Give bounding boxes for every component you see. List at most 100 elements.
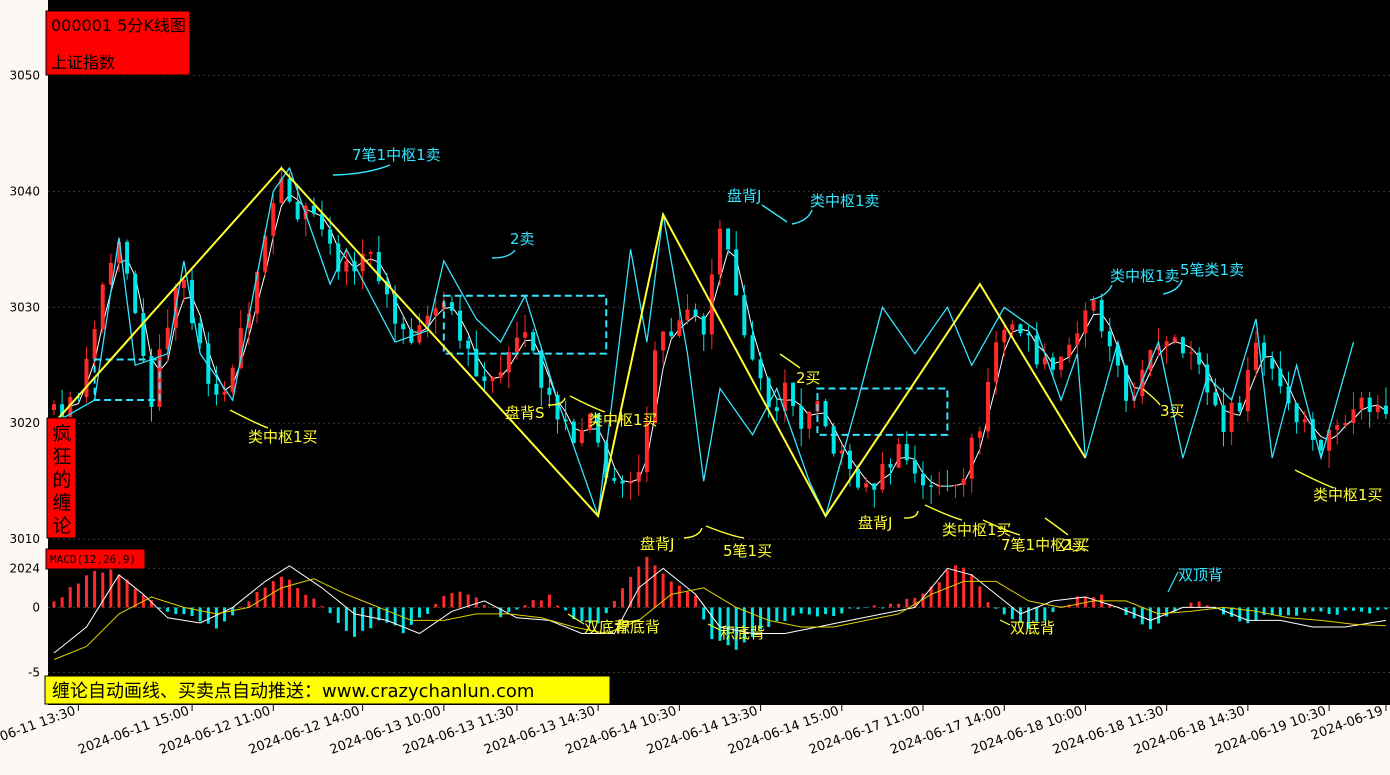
annotation-arrow	[705, 525, 745, 539]
candle-body	[945, 485, 950, 487]
candle-body	[206, 343, 211, 384]
annotation-arrow	[491, 249, 516, 259]
candle-body	[1164, 341, 1169, 347]
candle-body	[449, 302, 454, 311]
candle-body	[287, 178, 292, 202]
candle-body	[888, 464, 893, 468]
candle-body	[1010, 324, 1015, 330]
candle-body	[498, 372, 503, 378]
annotation-arrow	[982, 519, 1021, 536]
macd-y-tick-label: 2024	[9, 561, 40, 575]
candle-body	[1091, 299, 1096, 311]
candle-body	[1018, 324, 1023, 334]
y-tick-label: 3040	[9, 184, 40, 198]
candle-body	[1221, 405, 1226, 432]
candle-body	[181, 280, 186, 289]
side-char: 狂	[52, 446, 71, 468]
candle-body	[458, 310, 463, 341]
candle-body	[823, 400, 828, 427]
candle-body	[1197, 352, 1202, 365]
candle-body	[1180, 337, 1185, 354]
candle-body	[596, 413, 601, 443]
candle-body	[717, 228, 722, 275]
macd-annotation-arrow	[1167, 571, 1179, 593]
candle-body	[937, 485, 942, 487]
candle-body	[994, 342, 999, 382]
candle-body	[961, 478, 966, 486]
candle-body	[921, 473, 926, 486]
candle-body	[563, 419, 568, 422]
candle-body	[506, 352, 511, 373]
annotation-arrow	[1162, 279, 1183, 295]
candle-body	[352, 261, 357, 272]
candle-body	[125, 241, 130, 274]
candle-body	[198, 323, 203, 344]
candle-body	[831, 426, 836, 454]
annotation-label: 7笔1中枢1买	[1001, 536, 1090, 554]
candle-body	[393, 294, 398, 324]
candle-body	[303, 205, 308, 220]
candle-body	[985, 381, 990, 432]
candle-body	[60, 404, 65, 417]
candle-body	[872, 483, 877, 490]
macd-y-tick-label: 0	[32, 600, 40, 614]
candle-body	[1270, 358, 1275, 369]
side-char: 的	[52, 469, 71, 491]
candle-body	[1099, 299, 1104, 332]
candle-body	[133, 273, 138, 314]
candle-body	[620, 480, 625, 484]
candle-body	[661, 331, 666, 351]
candle-body	[782, 382, 787, 412]
candle-body	[669, 331, 674, 336]
candle-body	[1042, 357, 1047, 365]
annotation-arrow	[761, 204, 788, 223]
macd-label: MACD(12,26,9)	[45, 548, 146, 570]
candle-body	[856, 468, 861, 488]
annotation-label: 盘背J	[858, 514, 892, 532]
annotation-arrow	[1089, 284, 1113, 301]
candle-body	[214, 383, 219, 395]
annotation-arrow	[1294, 469, 1335, 489]
candle-body	[344, 261, 349, 272]
candle-body	[425, 315, 430, 326]
candle-body	[84, 358, 89, 398]
candle-body	[612, 478, 617, 481]
candle-body	[490, 377, 495, 382]
candle-body	[726, 228, 731, 250]
annotation-arrow	[547, 397, 566, 406]
annotation-arrow	[791, 209, 813, 225]
side-label: 疯 狂 的 缠 论	[46, 417, 77, 539]
candle-body	[1245, 370, 1250, 412]
candle-body	[76, 396, 81, 398]
candle-body	[1115, 346, 1120, 366]
candle-body	[238, 328, 243, 368]
candle-body	[555, 394, 560, 420]
macd-annotation-label: 双底背	[584, 618, 629, 636]
candle-body	[433, 308, 438, 316]
macd-annotation-arrow	[707, 623, 721, 631]
candle-body	[864, 483, 869, 488]
candle-body	[1026, 333, 1031, 336]
candle-body	[807, 411, 812, 429]
macd-label-text: MACD(12,26,9)	[50, 553, 136, 566]
candle-body	[1229, 402, 1234, 432]
candle-body	[100, 284, 105, 330]
macd-annotation-label: 积底背	[720, 624, 765, 642]
annotation-arrow	[903, 510, 919, 519]
annotation-arrow	[924, 504, 963, 521]
y-tick-label: 3010	[9, 532, 40, 546]
title-code: 000001 5分K线图	[51, 16, 186, 35]
candle-body	[677, 320, 682, 336]
candle-body	[539, 350, 544, 388]
candle-body	[896, 444, 901, 468]
candle-body	[328, 229, 333, 244]
candle-body	[969, 437, 974, 479]
candle-body	[149, 356, 154, 407]
side-char: 缠	[52, 492, 71, 514]
candle-body	[1318, 439, 1323, 451]
candle-body	[246, 313, 251, 329]
annotation-arrow	[229, 409, 269, 429]
candle-body	[912, 460, 917, 474]
candle-body	[401, 323, 406, 330]
candle-body	[360, 253, 365, 272]
